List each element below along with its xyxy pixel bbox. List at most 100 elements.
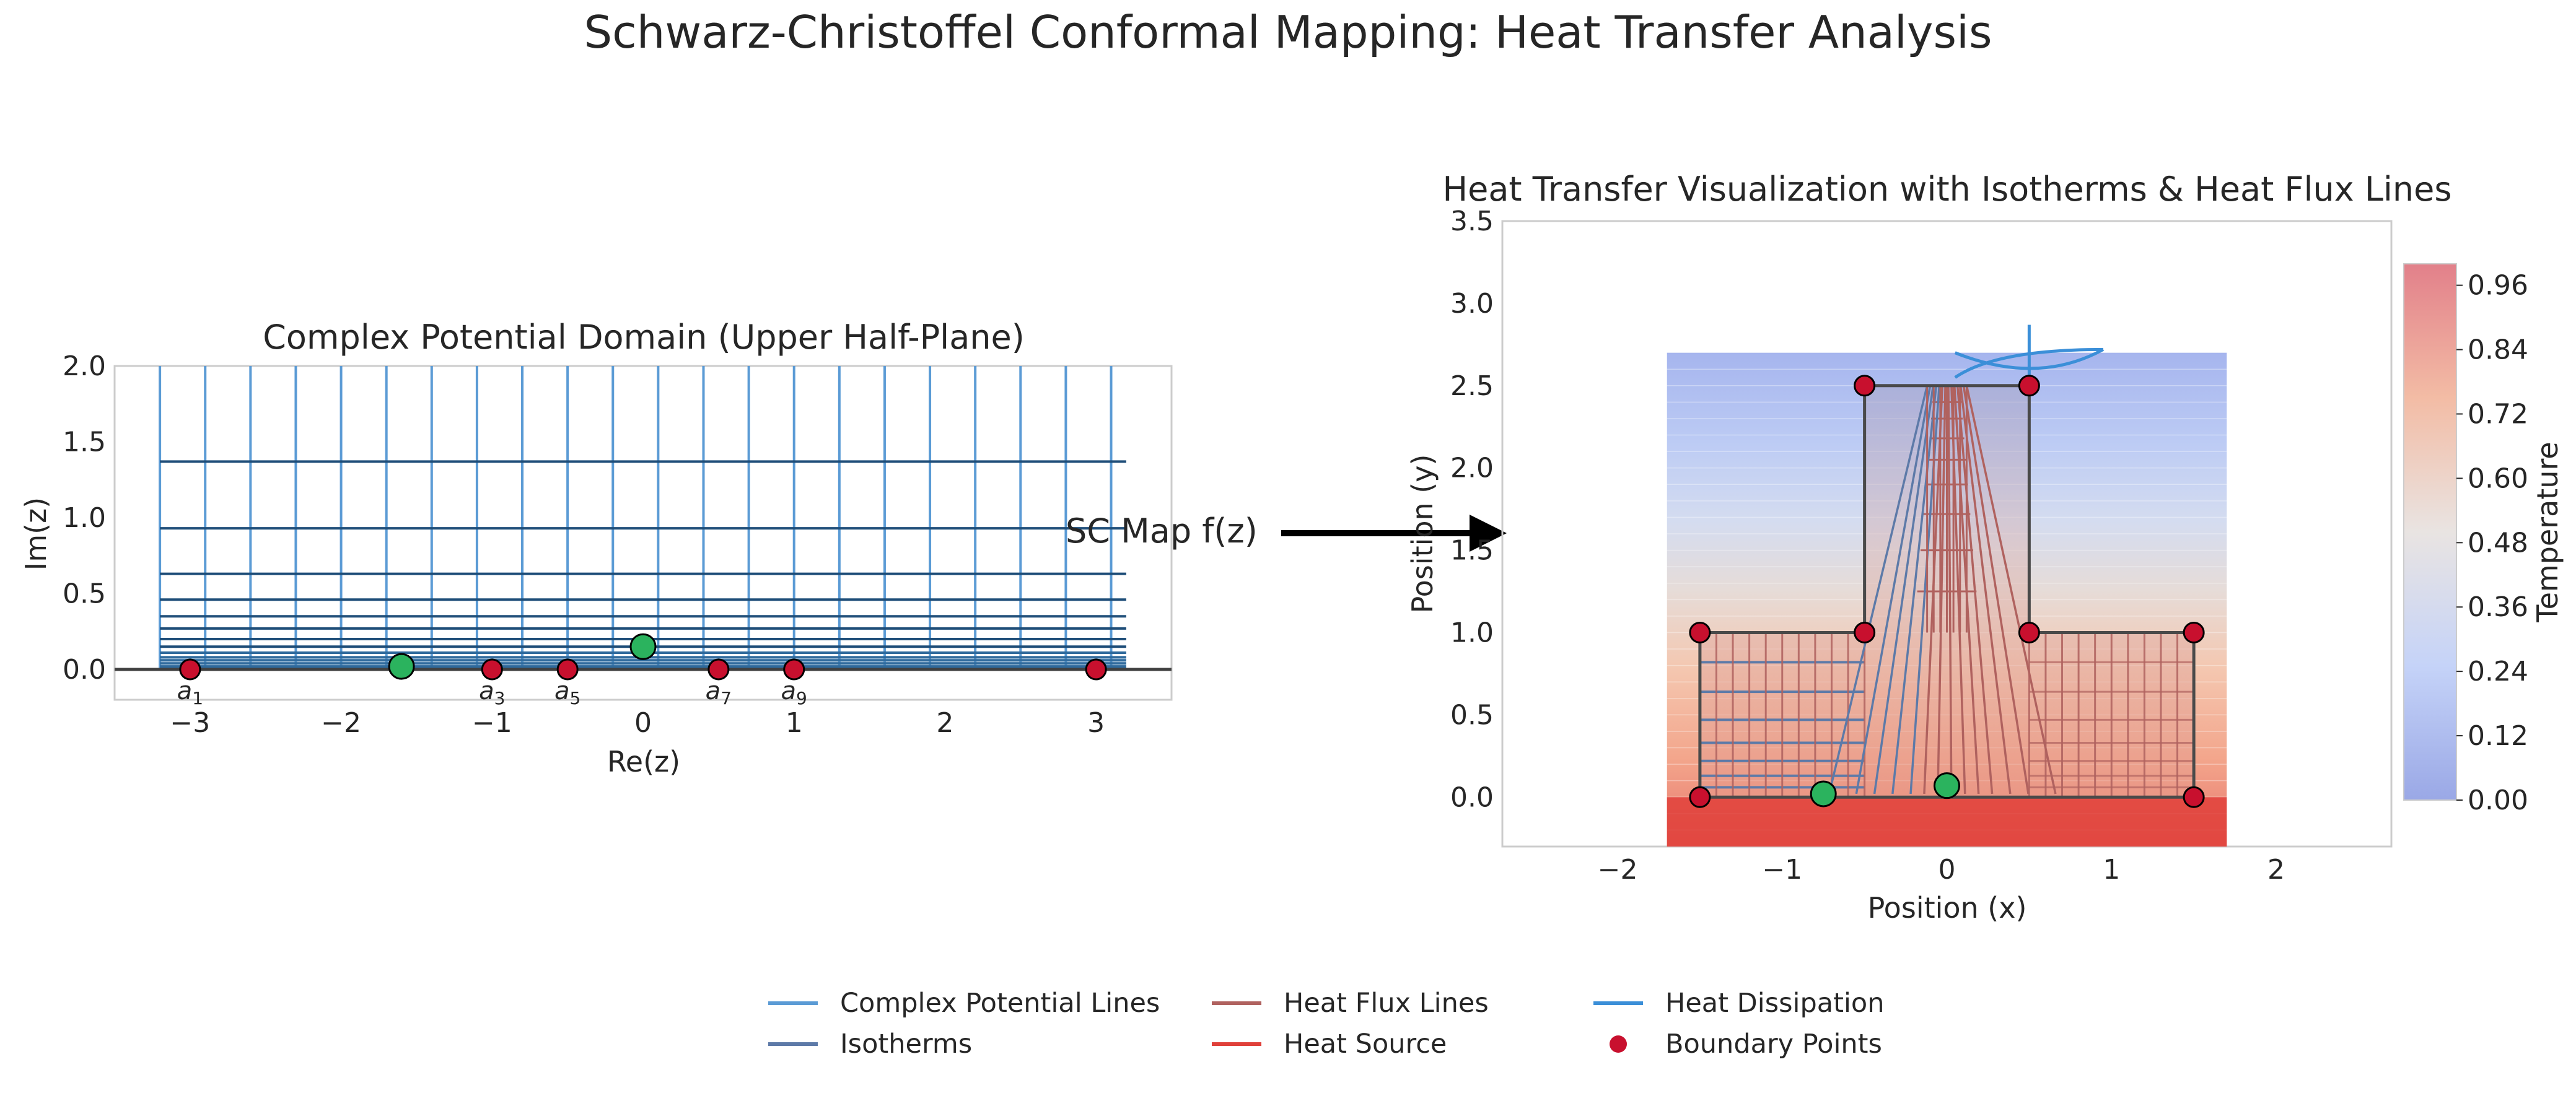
legend-item-isotherms: Isotherms xyxy=(768,1026,972,1063)
boundary-point xyxy=(708,658,730,681)
colorbar-label: Temperature xyxy=(2531,442,2564,622)
flux-line xyxy=(1962,385,2030,795)
boundary-point-label: a9 xyxy=(781,677,807,708)
right-y-tick-label: 3.0 xyxy=(1450,288,1494,320)
boundary-point xyxy=(2018,375,2040,397)
critical-point xyxy=(629,633,657,660)
left-y-tick-label: 1.5 xyxy=(63,427,106,458)
left-x-tick-label: 3 xyxy=(1087,707,1105,739)
right-x-tick-label: 1 xyxy=(2103,854,2120,886)
legend-swatch xyxy=(1593,1001,1643,1005)
left-panel-title: Complex Potential Domain (Upper Half-Pla… xyxy=(263,318,1025,357)
colorbar-tick-label: 0.96 xyxy=(2468,270,2528,302)
left-y-tick-label: 2.0 xyxy=(63,351,106,382)
left-y-tick-labels: 0.0 0.5 1.0 1.5 2.0 xyxy=(63,351,106,686)
boundary-point xyxy=(556,658,579,681)
legend-label: Heat Dissipation xyxy=(1665,988,1885,1019)
boundary-point xyxy=(1689,786,1711,808)
colorbar-tick-label: 0.12 xyxy=(2468,720,2528,752)
flux-line xyxy=(1956,385,1994,795)
temperature-colorbar: 0.00 0.12 0.24 0.36 0.48 0.60 0.72 0.84 0.96 Tem… xyxy=(2403,263,2564,816)
critical-point xyxy=(1810,780,1837,808)
colorbar-gradient-bar xyxy=(2403,263,2457,801)
left-y-tick-label: 1.0 xyxy=(63,502,106,534)
colorbar-tick-label: 0.60 xyxy=(2468,463,2528,494)
colorbar-tick-label: 0.72 xyxy=(2468,398,2528,430)
flux-line xyxy=(1959,385,2012,795)
heat-source-region xyxy=(1667,797,2227,847)
figure-legend: Complex Potential Lines Isotherms Heat F… xyxy=(768,985,1885,1084)
left-axes-frame xyxy=(113,365,1173,701)
critical-point xyxy=(388,653,415,680)
legend-item-flux-lines: Heat Flux Lines xyxy=(1212,985,1489,1022)
left-plot-area: a1 a3 a5 a7 a9 xyxy=(115,366,1172,708)
left-x-axis-label: Re(z) xyxy=(607,745,680,778)
flux-line xyxy=(1947,385,1953,794)
boundary-point xyxy=(2183,786,2205,808)
sc-map-arrow: SC Map f(z) xyxy=(1066,512,1507,552)
heat-dissipation-curve xyxy=(1954,347,2103,379)
legend-dot xyxy=(1610,1035,1627,1053)
flux-line xyxy=(1873,385,1935,795)
flux-line xyxy=(1965,385,2057,795)
right-y-tick-label: 2.5 xyxy=(1450,370,1494,402)
colorbar-tick-label: 0.24 xyxy=(2468,656,2528,687)
boundary-point xyxy=(1085,658,1107,681)
figure-title: Schwarz-Christoffel Conformal Mapping: H… xyxy=(584,6,1992,58)
critical-point xyxy=(1934,772,1960,799)
legend-item-heat-dissipation: Heat Dissipation xyxy=(1593,985,1885,1022)
right-y-tick-label: 1.0 xyxy=(1450,617,1494,648)
left-x-tick-label: −1 xyxy=(472,707,512,739)
legend-item-boundary-points: Boundary Points xyxy=(1593,1026,1882,1063)
right-y-tick-labels: 0.0 0.5 1.0 1.5 2.0 2.5 3.0 3.5 xyxy=(1450,206,1494,813)
left-x-tick-label: 1 xyxy=(786,707,803,739)
colorbar-tick-labels: 0.00 0.12 0.24 0.36 0.48 0.60 0.72 0.84 0.96 xyxy=(2456,270,2528,816)
right-x-axis-label: Position (x) xyxy=(1868,891,2027,925)
legend-label: Boundary Points xyxy=(1665,1029,1882,1060)
legend-item-potential-lines: Complex Potential Lines xyxy=(768,985,1160,1022)
boundary-point xyxy=(783,658,805,681)
flux-line xyxy=(1855,385,1932,795)
colorbar-tick-label: 0.00 xyxy=(2468,785,2528,816)
legend-swatch xyxy=(768,1042,818,1046)
flux-line xyxy=(1891,385,1938,795)
boundary-point xyxy=(2183,621,2205,643)
right-y-tick-label: 1.5 xyxy=(1450,535,1494,567)
legend-label: Heat Source xyxy=(1284,1029,1447,1060)
right-x-tick-label: −1 xyxy=(1762,854,1802,886)
left-y-tick-label: 0.5 xyxy=(63,578,106,610)
right-x-tick-label: −2 xyxy=(1598,854,1638,886)
right-y-tick-label: 0.0 xyxy=(1450,782,1494,813)
left-x-tick-label: 0 xyxy=(634,707,652,739)
legend-label: Complex Potential Lines xyxy=(840,988,1160,1019)
legend-label: Heat Flux Lines xyxy=(1284,988,1489,1019)
left-x-tick-labels: −3 −2 −1 0 1 2 3 xyxy=(170,707,1105,739)
right-y-tick-label: 3.5 xyxy=(1450,206,1494,237)
complex-potential-panel: Complex Potential Domain (Upper Half-Pla… xyxy=(19,318,1173,778)
legend-swatch xyxy=(768,1001,818,1005)
right-y-tick-label: 0.5 xyxy=(1450,699,1494,731)
boundary-point xyxy=(481,658,503,681)
left-x-tick-label: 2 xyxy=(936,707,953,739)
boundary-point xyxy=(1689,621,1711,643)
boundary-point-label: a5 xyxy=(554,677,580,708)
heat-dissipation-curve xyxy=(1954,348,2105,370)
boundary-point-label: a1 xyxy=(177,677,203,708)
boundary-point-label: a3 xyxy=(479,677,505,708)
right-y-tick-label: 2.0 xyxy=(1450,453,1494,484)
boundary-point xyxy=(1854,621,1876,643)
right-panel-title: Heat Transfer Visualization with Isother… xyxy=(1442,170,2451,209)
right-x-tick-labels: −2 −1 0 1 2 xyxy=(1598,854,2285,886)
flux-line xyxy=(1937,385,1947,794)
colorbar-tick-label: 0.48 xyxy=(2468,527,2528,559)
colorbar-tick-label: 0.84 xyxy=(2468,334,2528,366)
legend-swatch xyxy=(1212,1001,1261,1005)
boundary-point xyxy=(179,658,201,681)
flux-line xyxy=(1828,385,1929,795)
heat-transfer-panel: Heat Transfer Visualization with Isother… xyxy=(1406,170,2452,925)
legend-label: Isotherms xyxy=(840,1029,973,1060)
sc-map-label: SC Map f(z) xyxy=(1066,512,1258,551)
legend-item-heat-source: Heat Source xyxy=(1212,1026,1447,1063)
right-y-axis-label: Position (y) xyxy=(1406,455,1439,614)
